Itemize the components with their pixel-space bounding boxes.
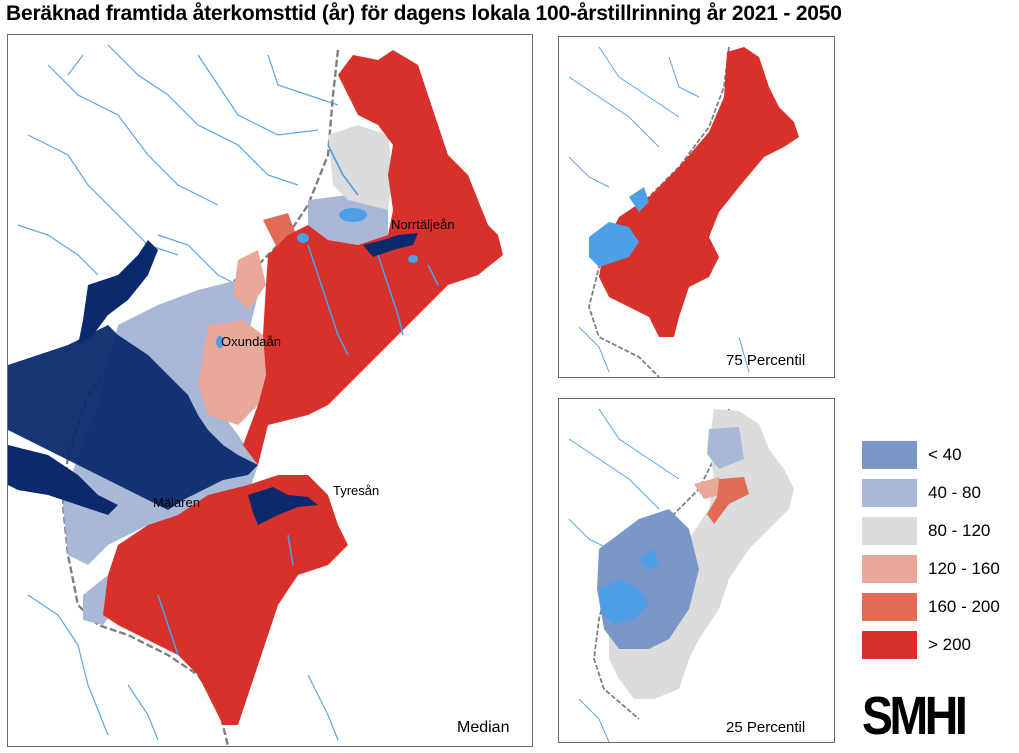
median-label: Median: [457, 719, 510, 736]
place-label-tyresan: Tyresån: [333, 483, 380, 498]
zone-120-160-n: [233, 250, 266, 310]
legend-label: 160 - 200: [928, 597, 1000, 616]
legend-swatch: [862, 555, 917, 583]
p25-zone-160-200: [707, 477, 749, 524]
p75-map: 75 Percentil: [558, 36, 835, 378]
lake-malaren: [8, 240, 258, 515]
legend-label: 40 - 80: [928, 483, 981, 502]
zone-over-200-north: [243, 50, 503, 465]
p75-zone-over-200: [599, 47, 799, 337]
legend-item: 40 - 80: [862, 479, 1019, 509]
legend-label: > 200: [928, 635, 972, 654]
legend-swatch: [862, 631, 917, 659]
legend-swatch: [862, 479, 917, 507]
zone-over-200-south: [103, 475, 348, 725]
median-map: Norrtäljeån Oxundaån Tyresån Mälaren Med…: [7, 34, 533, 747]
p25-map-canvas: [568, 408, 794, 742]
zone-120-160: [198, 320, 266, 425]
legend-item: < 40: [862, 441, 1019, 471]
p25-label: 25 Percentil: [726, 719, 806, 736]
legend-label: 80 - 120: [928, 521, 991, 540]
legend-item: 80 - 120: [862, 517, 1019, 547]
p25-zone-120-160: [694, 477, 724, 499]
inner-lakes: [216, 208, 418, 348]
p75-label: 75 Percentil: [726, 352, 806, 369]
norrtaljean-water: [363, 233, 418, 257]
place-label-malaren: Mälaren: [153, 495, 200, 510]
map-title: Beräknad framtida återkomsttid (år) för …: [6, 2, 842, 25]
legend-swatch: [862, 593, 917, 621]
p25-rivers: [568, 408, 680, 742]
place-label-oxundaan: Oxundaån: [221, 334, 281, 349]
tyresan-water: [248, 487, 318, 525]
legend-item: 120 - 160: [862, 555, 1019, 585]
background-rivers: [17, 44, 339, 741]
place-label-norrtaljean: Norrtäljeån: [391, 217, 455, 232]
legend-swatch: [862, 517, 917, 545]
legend-label: < 40: [928, 445, 962, 464]
legend-swatch: [862, 441, 917, 469]
legend-label: 120 - 160: [928, 559, 1000, 578]
p25-lakes: [599, 549, 659, 624]
smhi-logo: SMHI: [862, 686, 968, 746]
median-map-canvas: [8, 44, 503, 746]
p75-rivers: [568, 46, 750, 373]
inner-rivers: [157, 144, 439, 656]
p75-lakes: [589, 187, 649, 267]
legend-item: > 200: [862, 631, 1019, 661]
p75-map-canvas: [568, 46, 799, 377]
p25-zone-40-80: [707, 427, 744, 469]
p25-map: 25 Percentil: [558, 398, 835, 743]
zone-80-120: [328, 125, 393, 210]
legend-item: 160 - 200: [862, 593, 1019, 623]
